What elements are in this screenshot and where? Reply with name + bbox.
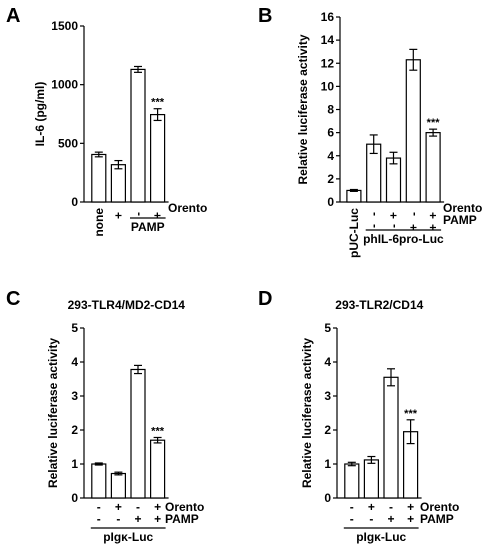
condition-mark: + xyxy=(407,512,414,526)
group-label: phIL-6pro-Luc xyxy=(363,232,444,246)
y-tick-label: 12 xyxy=(321,56,335,70)
y-tick-label: 3 xyxy=(324,389,331,403)
y-tick-label: 2 xyxy=(71,423,78,437)
y-tick-label: 5 xyxy=(71,321,78,335)
bar xyxy=(130,68,146,203)
y-tick-label: 16 xyxy=(321,10,335,24)
y-tick-label: 10 xyxy=(321,79,335,93)
y-axis-title: IL-6 (pg/ml) xyxy=(33,82,47,147)
condition-mark: + xyxy=(368,500,375,514)
bar xyxy=(130,368,146,499)
panel-title: 293-TLR2/CD14 xyxy=(335,298,423,312)
bar xyxy=(346,189,362,203)
y-tick-label: 14 xyxy=(321,33,335,47)
row-label-pamp: PAMP xyxy=(420,512,454,526)
panel-letter: D xyxy=(258,288,272,310)
condition-mark: + xyxy=(387,212,401,219)
category-label: none xyxy=(92,208,106,237)
panel-b: B 0 2 4 6 8 10 12 14 16 Relative luciferase activi… xyxy=(258,5,482,258)
condition-mark: + xyxy=(406,224,420,231)
y-axis-title: Relative luciferase activity xyxy=(296,34,310,184)
group-label: pIgκ-Luc xyxy=(356,530,406,544)
condition-mark: + xyxy=(426,224,440,231)
row-label-orento: Orento xyxy=(165,500,204,514)
y-tick-label: 3 xyxy=(71,389,78,403)
condition-mark: - xyxy=(97,512,101,526)
condition-mark: - xyxy=(97,500,101,514)
condition-mark: - xyxy=(389,500,393,514)
bar xyxy=(363,459,379,499)
condition-mark: - xyxy=(350,512,354,526)
condition-mark: + xyxy=(154,512,161,526)
row-label-orento: Orento xyxy=(168,201,207,215)
y-tick-label: 500 xyxy=(58,136,78,150)
row-label-orento: Orento xyxy=(443,201,482,215)
y-tick-label: 1500 xyxy=(51,19,78,33)
bar xyxy=(110,164,127,203)
y-tick-label: 2 xyxy=(324,423,331,437)
row-label-pamp: PAMP xyxy=(443,213,477,227)
category-label: pUC-Luc xyxy=(347,208,361,258)
condition-mark: + xyxy=(407,500,414,514)
significance-label: *** xyxy=(427,117,441,129)
y-tick-label: 1 xyxy=(71,457,78,471)
y-tick-label: 0 xyxy=(71,195,78,209)
group-label: PAMP xyxy=(131,220,165,234)
condition-mark: - xyxy=(369,512,373,526)
panel-letter: C xyxy=(6,288,20,310)
bar xyxy=(110,472,127,499)
significance-label: *** xyxy=(151,425,165,437)
y-tick-label: 2 xyxy=(327,172,334,186)
condition-mark: + xyxy=(115,500,122,514)
condition-mark: + xyxy=(426,212,440,219)
bar xyxy=(150,439,166,499)
condition-mark: + xyxy=(134,512,141,526)
y-tick-label: 0 xyxy=(324,491,331,505)
panel-c: C 293-TLR4/MD2-CD14 0 1 2 3 4 5 Relative lucifer… xyxy=(6,288,204,544)
y-tick-label: 4 xyxy=(71,355,78,369)
bar xyxy=(150,113,166,203)
y-tick-label: 4 xyxy=(327,149,334,163)
condition-mark: - xyxy=(387,224,401,228)
condition-mark: + xyxy=(151,212,165,219)
bar xyxy=(344,463,360,499)
condition-mark: + xyxy=(387,512,394,526)
y-tick-label: 0 xyxy=(71,491,78,505)
y-tick-label: 1000 xyxy=(51,78,78,92)
panel-d: D 293-TLR2/CD14 0 1 2 3 4 5 Relative luciferase … xyxy=(258,288,459,544)
condition-mark: - xyxy=(131,212,145,216)
group-label: pIgκ-Luc xyxy=(103,530,153,544)
condition-mark: - xyxy=(367,224,381,228)
y-axis-title: Relative luciferase activity xyxy=(300,338,314,488)
bar xyxy=(425,132,441,203)
panel-letter: A xyxy=(6,5,20,27)
condition-mark: - xyxy=(367,212,381,216)
bar xyxy=(383,376,399,499)
row-label-orento: Orento xyxy=(420,500,459,514)
bar xyxy=(405,59,421,203)
bar xyxy=(91,463,107,499)
y-tick-label: 1 xyxy=(324,457,331,471)
condition-mark: - xyxy=(350,500,354,514)
y-tick-label: 4 xyxy=(324,355,331,369)
panel-title: 293-TLR4/MD2-CD14 xyxy=(68,298,186,312)
y-tick-label: 5 xyxy=(324,321,331,335)
panel-letter: B xyxy=(258,5,272,27)
bar xyxy=(385,157,402,203)
y-axis-title: Relative luciferase activity xyxy=(46,338,60,488)
y-tick-label: 6 xyxy=(327,126,334,140)
condition-mark: + xyxy=(111,212,125,219)
condition-mark: - xyxy=(116,512,120,526)
significance-label: *** xyxy=(151,97,165,109)
y-tick-label: 0 xyxy=(327,195,334,209)
condition-mark: + xyxy=(154,500,161,514)
significance-label: *** xyxy=(404,408,418,420)
bar xyxy=(91,153,107,203)
condition-mark: - xyxy=(406,212,420,216)
row-label-pamp: PAMP xyxy=(165,512,199,526)
y-tick-label: 8 xyxy=(327,103,334,117)
condition-mark: - xyxy=(136,500,140,514)
